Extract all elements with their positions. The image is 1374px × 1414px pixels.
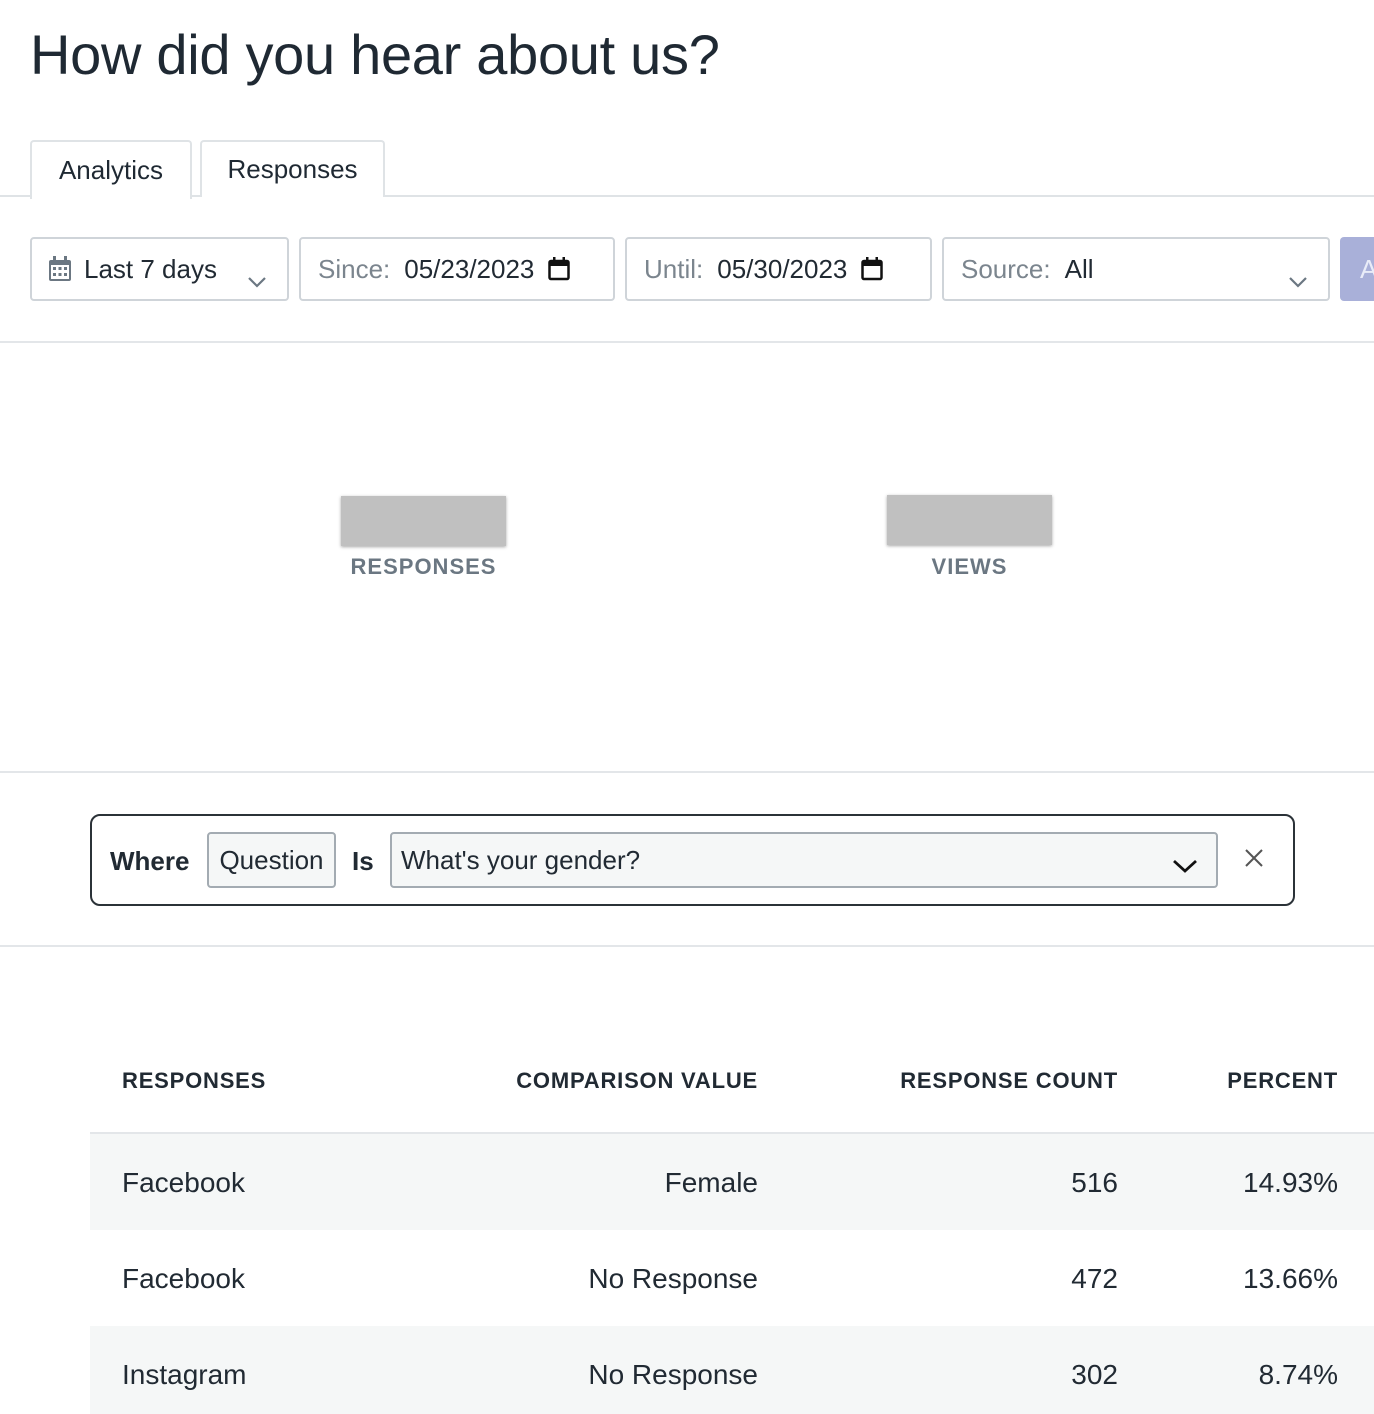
response-cell: Facebook [122, 1167, 245, 1198]
source-value: All [1064, 253, 1094, 284]
until-label: Until: [644, 253, 704, 284]
views-stat-label: VIEWS [931, 554, 1008, 579]
table-row: Facebook Female 516 14.93% [90, 1134, 1374, 1230]
results-table: RESPONSES COMPARISON VALUE RESPONSE COUN… [90, 1030, 1374, 1414]
column-header-comparison-value[interactable]: COMPARISON VALUE [516, 1068, 758, 1093]
table-row: Instagram No Response 302 8.74% [90, 1326, 1374, 1414]
count-cell: 472 [1071, 1263, 1118, 1294]
where-label: Where [110, 846, 190, 876]
date-picker-icon[interactable] [548, 257, 571, 281]
percent-cell: 14.93% [1243, 1167, 1338, 1198]
date-range-value: Last 7 days [84, 253, 217, 284]
response-cell: Instagram [122, 1359, 247, 1390]
column-header-response-count[interactable]: RESPONSE COUNT [900, 1068, 1118, 1093]
page-title: How did you hear about us? [30, 23, 720, 86]
views-stat-placeholder [887, 495, 1052, 545]
since-value: 05/23/2023 [404, 253, 535, 284]
comparison-cell: No Response [588, 1263, 758, 1294]
calendar-icon [48, 256, 72, 282]
until-value: 05/30/2023 [717, 253, 848, 284]
tab-responses[interactable]: Responses [200, 140, 385, 197]
where-field-select[interactable]: Question [207, 832, 336, 888]
percent-cell: 13.66% [1243, 1263, 1338, 1294]
comparison-cell: Female [664, 1167, 758, 1198]
percent-cell: 8.74% [1258, 1359, 1338, 1390]
views-stat: VIEWS [887, 495, 1052, 580]
where-filter: Where Question Is What's your gender? [90, 814, 1295, 906]
until-date-field[interactable]: Until: 05/30/2023 [625, 237, 932, 301]
close-icon[interactable] [1242, 846, 1266, 870]
table-header: RESPONSES COMPARISON VALUE RESPONSE COUN… [90, 1030, 1374, 1134]
since-date-field[interactable]: Since: 05/23/2023 [299, 237, 615, 301]
chevron-down-icon [1172, 850, 1198, 881]
filter-bar: Last 7 days Since: 05/23/2023 Until: 05/… [0, 237, 1374, 301]
chevron-down-icon [247, 264, 267, 295]
table-row: Facebook No Response 472 13.66% [90, 1230, 1374, 1326]
where-value-select[interactable]: What's your gender? [390, 832, 1218, 888]
column-header-responses[interactable]: RESPONSES [122, 1068, 267, 1093]
response-cell: Facebook [122, 1263, 245, 1294]
date-picker-icon[interactable] [861, 257, 884, 281]
where-value-text: What's your gender? [401, 844, 641, 875]
date-range-select[interactable]: Last 7 days [30, 237, 289, 301]
chevron-down-icon [1288, 264, 1308, 295]
divider [0, 771, 1374, 773]
divider [0, 341, 1374, 343]
count-cell: 516 [1071, 1167, 1118, 1198]
source-label: Source: [961, 253, 1051, 284]
responses-stat-placeholder [341, 496, 506, 546]
comparison-cell: No Response [588, 1359, 758, 1390]
tab-analytics[interactable]: Analytics [30, 140, 192, 199]
tab-bar: Analytics Responses [0, 140, 1374, 199]
where-operator-label: Is [352, 846, 374, 876]
count-cell: 302 [1071, 1359, 1118, 1390]
responses-stat-label: RESPONSES [350, 554, 497, 579]
divider [0, 945, 1374, 947]
column-header-percent[interactable]: PERCENT [1227, 1068, 1338, 1093]
apply-button[interactable]: A [1340, 237, 1374, 301]
since-label: Since: [318, 253, 391, 284]
source-select[interactable]: Source: All [942, 237, 1330, 301]
responses-stat: RESPONSES [341, 496, 506, 580]
